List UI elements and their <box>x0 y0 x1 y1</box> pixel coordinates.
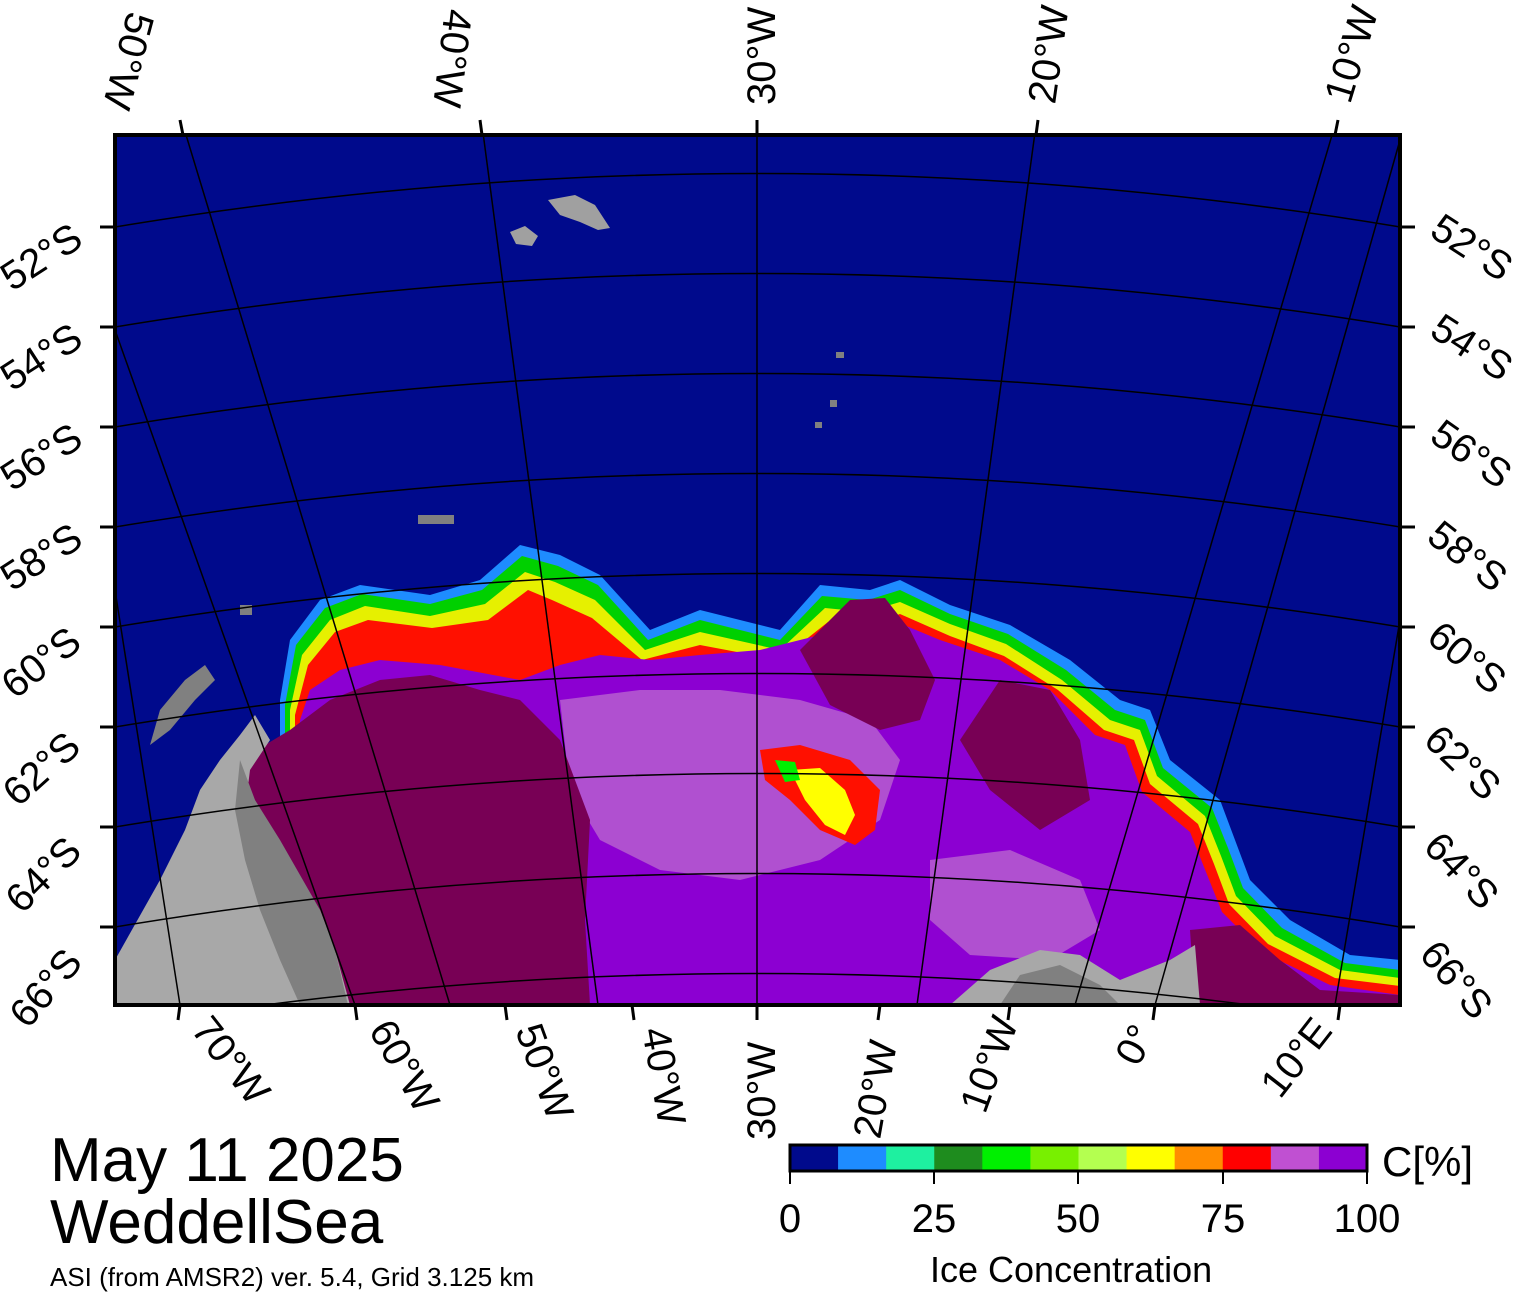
island-small-3 <box>836 352 844 358</box>
right-lat-label: 64°S <box>1415 824 1507 918</box>
pack-ice-lilac-2 <box>930 850 1100 960</box>
bottom-lon-label: 0° <box>1107 1018 1164 1072</box>
top-lon-label: 20°W <box>1020 3 1077 107</box>
meridian-20w <box>916 135 1036 1005</box>
meridian-10w <box>1074 135 1333 1005</box>
colorbar-tick-label: 100 <box>1334 1197 1401 1241</box>
frame-ticks <box>100 119 1415 1021</box>
right-lat-label: 52°S <box>1423 206 1514 290</box>
map-date: May 11 2025 <box>50 1126 404 1195</box>
low-ice-patch-yellow <box>790 768 855 835</box>
left-lat-label: 52°S <box>0 215 90 299</box>
right-lat-label: 62°S <box>1416 717 1509 809</box>
island-small-5 <box>815 422 822 428</box>
colorbar-swatch <box>1078 1145 1128 1171</box>
bottom-lon-label: 20°W <box>846 1037 906 1142</box>
right-lat-label: 60°S <box>1419 613 1514 703</box>
colorbar-swatch <box>982 1145 1031 1171</box>
bottom-lon-label: 30°W <box>740 1042 784 1140</box>
island-small-4 <box>830 400 837 407</box>
colorbar-swatch <box>886 1145 935 1171</box>
colorbar-swatch <box>1030 1145 1079 1171</box>
pack-ice-lilac <box>560 690 900 880</box>
map-area <box>115 135 1400 1005</box>
south-georgia <box>548 195 610 230</box>
colorbar-ticks <box>789 1171 1368 1184</box>
colorbar-tick-label: 0 <box>779 1197 801 1241</box>
right-lat-label: 58°S <box>1419 512 1514 600</box>
bottom-lon-label: 70°W <box>183 1008 278 1113</box>
pack-ice-dense-west <box>240 675 590 1005</box>
meridian-60w <box>115 329 356 1005</box>
left-lat-label: 66°S <box>1 941 91 1036</box>
colorbar-title: Ice Concentration <box>930 1249 1213 1290</box>
island-west <box>150 665 215 745</box>
low-ice-patch-green <box>775 760 800 782</box>
bottom-lon-label: 50°W <box>507 1018 582 1126</box>
map-source: ASI (from AMSR2) ver. 5.4, Grid 3.125 km <box>50 1262 535 1292</box>
meridian-40w <box>482 135 599 1005</box>
bottom-lon-label: 40°W <box>633 1024 693 1129</box>
top-lon-label: 50°W <box>94 8 162 115</box>
right-latitude-labels: 52°S 54°S 56°S 58°S 60°S 62°S 64°S 66°S <box>1411 206 1514 1028</box>
colorbar-swatches <box>790 1145 1368 1171</box>
bottom-lon-label: 10°E <box>1252 1010 1340 1106</box>
colorbar-tick-label: 50 <box>1056 1197 1101 1241</box>
colorbar-swatch <box>1318 1145 1368 1171</box>
meridian-70w <box>115 589 181 1005</box>
pack-ice-dense-east <box>960 680 1090 830</box>
left-lat-label: 64°S <box>0 829 90 922</box>
colorbar-unit: C[%] <box>1382 1138 1474 1185</box>
meridian-50w <box>185 135 451 1005</box>
right-lat-label: 54°S <box>1423 306 1514 390</box>
left-lat-label: 56°S <box>0 415 90 499</box>
shag-rocks <box>510 226 538 246</box>
pack-ice-dense-center <box>800 598 935 730</box>
left-lat-label: 62°S <box>0 724 89 815</box>
bottom-lon-label: 10°W <box>952 1010 1027 1118</box>
colorbar-swatch <box>790 1145 839 1171</box>
colorbar-swatch <box>1222 1145 1272 1171</box>
left-lat-label: 60°S <box>0 619 89 707</box>
colorbar: 0 25 50 75 100 <box>779 1143 1401 1241</box>
island-small-2 <box>240 605 252 615</box>
left-lat-label: 54°S <box>0 315 90 399</box>
right-lat-label: 66°S <box>1411 933 1501 1028</box>
island-small-1 <box>418 515 454 524</box>
meridian-0 <box>1154 139 1400 1005</box>
antarctic-peninsula-shade <box>235 760 348 1005</box>
meridian-lines <box>115 135 1400 1005</box>
right-lat-label: 56°S <box>1423 411 1514 497</box>
bottom-longitude-labels: 70°W 60°W 50°W 40°W 30°W 20°W 10°W 0° 10… <box>183 1008 1341 1141</box>
colorbar-swatch <box>1270 1145 1320 1171</box>
left-lat-label: 58°S <box>0 515 90 599</box>
colorbar-swatch <box>1126 1145 1176 1171</box>
colorbar-tick-label: 75 <box>1201 1197 1246 1241</box>
top-lon-label: 30°W <box>740 7 784 105</box>
top-lon-label: 10°W <box>1317 1 1388 108</box>
left-latitude-labels: 52°S 54°S 56°S 58°S 60°S 62°S 64°S 66°S <box>0 215 91 1036</box>
colorbar-swatch <box>1174 1145 1224 1171</box>
pack-ice-dense-southeast <box>1190 925 1400 1005</box>
colorbar-swatch <box>934 1145 983 1171</box>
map-region: WeddellSea <box>50 1188 384 1257</box>
colorbar-tick-label: 25 <box>912 1197 957 1241</box>
top-longitude-labels: 50°W 40°W 30°W 20°W 10°W <box>94 1 1388 115</box>
meridian-10e <box>1334 619 1400 1005</box>
colorbar-swatch <box>838 1145 887 1171</box>
top-lon-label: 40°W <box>424 7 480 110</box>
bottom-lon-label: 60°W <box>360 1013 447 1120</box>
